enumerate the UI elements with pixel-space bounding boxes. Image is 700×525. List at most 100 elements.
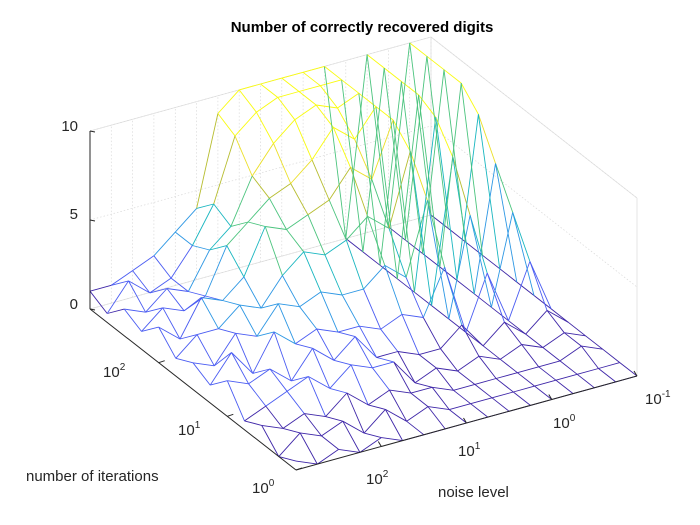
mesh-line-segment — [317, 449, 339, 465]
mesh-line-segment — [290, 159, 313, 184]
mesh-line-segment — [473, 293, 492, 308]
mesh-line-segment — [478, 355, 501, 360]
mesh-line-segment — [363, 265, 386, 290]
mesh-line-segment — [376, 356, 394, 363]
mesh-line-segment — [256, 111, 274, 144]
mesh-line-segment — [474, 378, 497, 385]
mesh-line-segment — [371, 179, 390, 229]
mesh-line-segment — [598, 362, 620, 369]
mesh-line-segment — [495, 163, 514, 213]
y-axis-tick — [295, 467, 303, 471]
mesh-line-segment — [385, 409, 407, 422]
mesh-line-segment — [504, 321, 526, 335]
mesh-line-segment — [473, 163, 496, 294]
mesh-line-segment — [187, 249, 211, 292]
mesh-line-segment — [474, 384, 493, 399]
mesh-line-segment — [247, 221, 266, 227]
mesh-line-segment — [465, 241, 483, 256]
mesh-line-segment — [414, 291, 432, 306]
mesh-line-segment — [332, 127, 351, 168]
axes-lines — [89, 130, 638, 471]
mesh-line-segment — [302, 65, 325, 73]
mesh-line-segment — [251, 175, 270, 199]
mesh-line-segment — [422, 69, 445, 254]
mesh-line-segment — [444, 266, 467, 333]
mesh-line-segment — [387, 42, 411, 227]
mesh-line-segment — [265, 226, 287, 230]
mesh-line-segment — [286, 376, 309, 392]
mesh-line-segment — [141, 326, 159, 332]
mesh-line-segment — [490, 212, 514, 308]
mesh-line-segment — [359, 325, 377, 358]
mesh-line-segment — [269, 368, 292, 382]
mesh-surface — [89, 42, 638, 465]
mesh-line-segment — [477, 114, 501, 269]
mesh-line-segment — [384, 265, 407, 278]
mesh-line-segment — [251, 143, 274, 177]
mesh-line-segment — [367, 216, 390, 229]
mesh-line-segment — [366, 54, 389, 227]
mesh-line-segment — [170, 245, 193, 279]
mesh-line-segment — [351, 364, 373, 369]
mesh-line-segment — [213, 203, 232, 227]
mesh-line-segment — [277, 91, 300, 98]
mesh-line-segment — [418, 94, 441, 268]
mesh-line-segment — [440, 324, 463, 350]
mesh-line-segment — [379, 81, 402, 266]
mesh-line-segment — [397, 351, 416, 384]
mesh-line-segment — [366, 54, 385, 69]
mesh-line-segment — [304, 413, 326, 418]
mesh-line-segment — [448, 215, 471, 320]
mesh-line-segment — [303, 251, 326, 256]
mesh-line-segment — [235, 333, 254, 374]
mesh-line-segment — [461, 324, 484, 347]
mesh-line-segment — [196, 203, 214, 209]
mesh-line-segment — [325, 392, 348, 417]
mesh-line-segment — [260, 275, 283, 309]
mesh-line-segment — [204, 245, 228, 297]
mesh-line-segment — [300, 432, 322, 437]
mesh-line-segment — [392, 119, 415, 293]
mesh-line-segment — [141, 307, 164, 332]
mesh-line-segment — [333, 336, 356, 361]
mesh-line-segment — [512, 212, 535, 296]
mesh-line-segment — [381, 437, 403, 442]
mesh-line-segment — [261, 424, 284, 429]
mesh-line-segment — [354, 336, 377, 358]
mesh-line-segment — [393, 361, 412, 394]
mesh-line-segment — [226, 380, 245, 422]
mesh-line-segment — [312, 347, 335, 361]
mesh-line-segment — [286, 214, 309, 230]
mesh-line-segment — [371, 119, 394, 180]
mesh-line-segment — [260, 83, 278, 98]
mesh-line-segment — [256, 331, 275, 337]
mesh-line-segment — [162, 307, 181, 340]
back-wall-z-gridline — [89, 214, 432, 310]
mesh-line-segment — [175, 231, 193, 246]
mesh-line-segment — [345, 216, 368, 241]
mesh-line-segment — [89, 284, 112, 292]
mesh-line-segment — [342, 420, 361, 453]
mesh-line-segment — [439, 266, 458, 281]
mesh-line-segment — [359, 325, 381, 330]
mesh-line-segment — [495, 378, 514, 393]
y-axis-tick — [227, 413, 234, 417]
mesh-line-segment — [329, 387, 348, 394]
mesh-line-segment — [457, 370, 476, 385]
mesh-line-segment — [200, 297, 219, 329]
side-wall-z-gridline — [430, 36, 638, 199]
mesh-line-segment — [316, 328, 335, 361]
mesh-line-segment — [400, 81, 424, 254]
mesh-line-segment — [227, 380, 249, 385]
z-axis-tick — [89, 219, 96, 222]
mesh-line-segment — [470, 403, 489, 418]
mesh-line-segment — [376, 351, 398, 358]
mesh-line-segment — [413, 117, 437, 293]
y-tick-label-1e1: 101 — [178, 420, 201, 439]
mesh-line-segment — [508, 261, 531, 321]
x-axis-tick — [463, 417, 467, 424]
mesh-line-segment — [345, 54, 368, 239]
mesh-line-segment — [269, 198, 287, 230]
mesh-line-segment — [418, 348, 441, 356]
y-axis-label: number of iterations — [26, 468, 159, 485]
